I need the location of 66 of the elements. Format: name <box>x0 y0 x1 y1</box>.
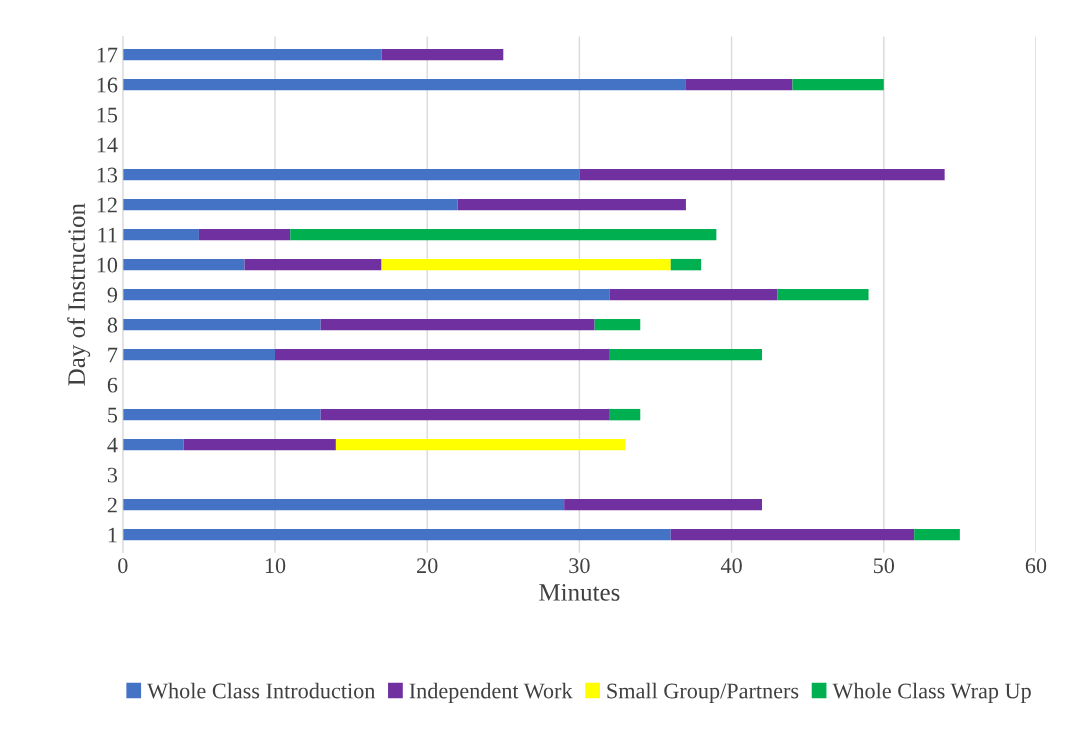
x-tick-label: 40 <box>720 558 742 574</box>
x-axis-title: Minutes <box>539 584 620 601</box>
bar <box>792 78 884 91</box>
bar <box>122 168 580 181</box>
bar <box>335 438 626 451</box>
y-tick-label: 2 <box>107 497 117 513</box>
legend-label: Whole Class Wrap Up <box>832 682 1031 703</box>
x-tick-label: 30 <box>569 558 590 574</box>
bar <box>275 348 610 361</box>
bar <box>122 258 245 271</box>
bar <box>609 288 778 301</box>
y-tick-label: 7 <box>108 347 118 363</box>
bar <box>670 258 702 271</box>
bar <box>122 78 686 91</box>
y-axis-title: Day of Instruction <box>67 203 91 386</box>
y-tick-label: 15 <box>97 107 118 123</box>
bar <box>122 348 276 361</box>
legend-label: Small Group/Partners <box>607 682 799 703</box>
bar <box>609 348 763 361</box>
bar <box>381 48 504 61</box>
y-tick-label: 3 <box>107 467 118 483</box>
bar <box>594 318 641 331</box>
bar <box>914 528 960 541</box>
bar <box>198 228 291 241</box>
bar <box>244 258 382 271</box>
bar <box>122 318 321 331</box>
bar <box>670 528 915 541</box>
y-tick-label: 17 <box>97 47 118 63</box>
y-tick-label: 1 <box>108 527 117 543</box>
bar <box>290 228 717 241</box>
y-tick-label: 10 <box>97 257 118 273</box>
bar <box>122 528 671 541</box>
y-tick-label: 16 <box>97 77 118 93</box>
y-tick-label: 14 <box>97 137 118 153</box>
y-tick-label: 8 <box>107 317 118 333</box>
y-tick-label: 9 <box>107 287 118 303</box>
bar <box>320 408 610 421</box>
y-tick-label: 12 <box>97 197 117 213</box>
x-tick-label: 20 <box>417 558 438 574</box>
legend-label: Independent Work <box>409 682 573 703</box>
legend-label: Whole Class Introduction <box>147 682 376 699</box>
y-tick-label: 6 <box>107 377 118 393</box>
bar <box>122 288 610 301</box>
bar <box>122 408 321 421</box>
x-tick-label: 10 <box>265 558 286 574</box>
y-tick-label: 11 <box>98 227 117 243</box>
bar <box>122 48 382 61</box>
x-tick-label: 60 <box>1025 558 1047 574</box>
bar <box>609 408 641 421</box>
bar <box>122 438 184 451</box>
y-tick-label: 13 <box>97 167 118 183</box>
x-tick-label: 50 <box>873 558 895 574</box>
bar <box>122 198 458 211</box>
bar <box>564 498 763 511</box>
bar <box>183 438 336 451</box>
bar <box>320 318 595 331</box>
bar <box>777 288 869 301</box>
bar <box>381 258 671 271</box>
bar <box>122 498 565 511</box>
bar <box>685 78 793 91</box>
y-tick-label: 5 <box>108 407 118 423</box>
bar <box>122 228 199 241</box>
y-tick-label: 4 <box>107 437 118 453</box>
bar <box>579 168 945 181</box>
x-tick-label: 0 <box>118 558 128 574</box>
bar <box>457 198 686 211</box>
